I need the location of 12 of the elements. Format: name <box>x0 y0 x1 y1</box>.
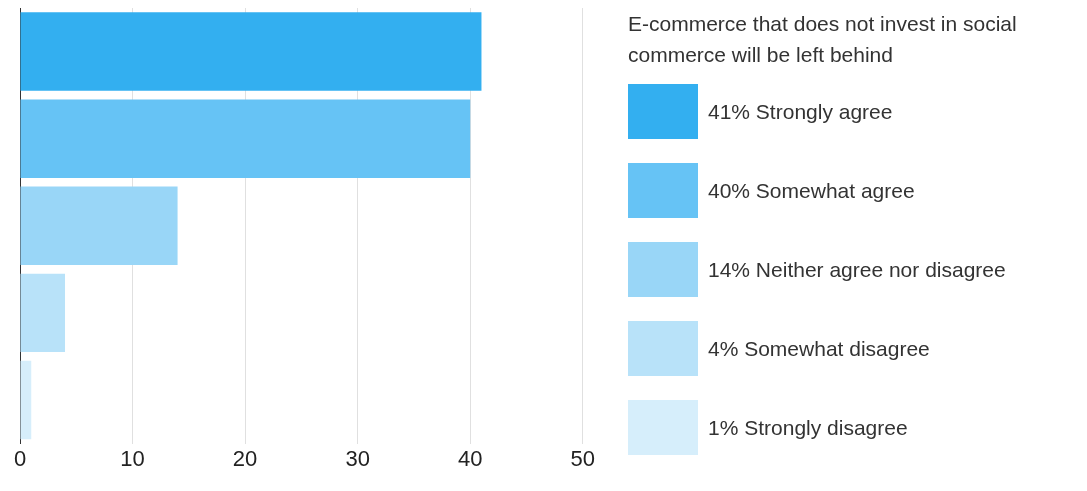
x-tick-label: 20 <box>232 445 258 471</box>
text: 1% Strongly disagree <box>708 415 908 440</box>
legend-title: E-commerce that does not invest in social commerce will be left behind <box>628 11 1018 68</box>
text: 40% Somewhat agree <box>708 178 915 203</box>
x-tick-label: 40 <box>457 445 483 471</box>
x-tick-label: 30 <box>345 445 370 471</box>
x-tick-label: 10 <box>120 445 145 471</box>
text: 4% Somewhat disagree <box>708 336 930 361</box>
text: 41% Strongly agree <box>708 99 893 124</box>
text: 14% Neither agree nor disagree <box>708 257 1006 282</box>
x-tick-label: 0 <box>13 445 27 471</box>
x-tick-label: 50 <box>570 445 596 471</box>
